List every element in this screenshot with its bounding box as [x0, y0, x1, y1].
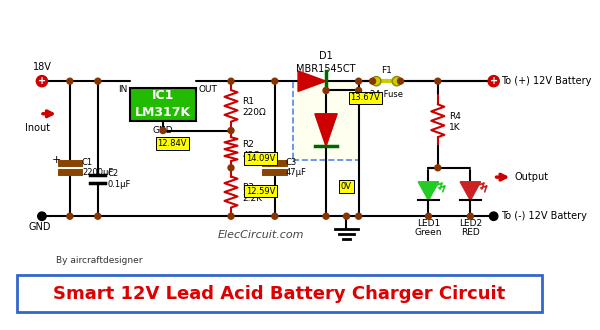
Text: IC1
LM317K: IC1 LM317K: [135, 89, 191, 119]
Circle shape: [38, 212, 46, 220]
Text: R3: R3: [242, 183, 254, 192]
Text: 14.09V: 14.09V: [246, 154, 275, 163]
Circle shape: [323, 213, 329, 219]
Circle shape: [392, 77, 401, 86]
Text: LED1: LED1: [417, 219, 440, 228]
Text: 0V: 0V: [341, 182, 352, 191]
Text: D1
MBR1545CT: D1 MBR1545CT: [296, 51, 356, 74]
Text: +: +: [38, 76, 46, 86]
Circle shape: [160, 128, 166, 134]
Text: 2.2K: 2.2K: [242, 194, 262, 203]
Text: GND: GND: [152, 126, 173, 135]
Circle shape: [356, 213, 362, 219]
Text: RED: RED: [461, 228, 480, 238]
Circle shape: [488, 76, 499, 87]
Circle shape: [425, 213, 431, 219]
Circle shape: [228, 78, 234, 84]
Text: By aircraftdesigner: By aircraftdesigner: [56, 256, 142, 265]
Text: Green: Green: [415, 228, 442, 238]
Circle shape: [467, 213, 473, 219]
Text: OUT: OUT: [199, 85, 217, 94]
Bar: [17, 275, 542, 312]
Circle shape: [344, 213, 349, 219]
Text: R4: R4: [449, 112, 461, 120]
Circle shape: [228, 128, 234, 134]
Text: F1: F1: [381, 66, 392, 76]
Circle shape: [371, 77, 381, 86]
Circle shape: [95, 213, 101, 219]
Circle shape: [228, 165, 234, 171]
Circle shape: [37, 76, 47, 87]
Circle shape: [435, 78, 441, 84]
Text: 43Ω: 43Ω: [242, 151, 260, 160]
Text: 12.84V: 12.84V: [158, 139, 187, 148]
Text: +: +: [52, 155, 62, 165]
Text: GND: GND: [29, 222, 52, 232]
Bar: [130, 88, 196, 121]
Text: To (-) 12V Battery: To (-) 12V Battery: [501, 211, 587, 221]
Polygon shape: [460, 182, 481, 200]
Text: 18V: 18V: [32, 62, 52, 72]
Circle shape: [67, 213, 73, 219]
Text: R2: R2: [242, 140, 254, 149]
Text: 220Ω: 220Ω: [242, 108, 266, 117]
Text: R1: R1: [242, 97, 254, 106]
Text: 13.67V: 13.67V: [350, 93, 380, 102]
Circle shape: [272, 78, 278, 84]
Text: Inout: Inout: [25, 123, 50, 133]
Polygon shape: [298, 71, 326, 91]
Text: LED2: LED2: [459, 219, 482, 228]
Circle shape: [272, 213, 278, 219]
Text: Output: Output: [514, 172, 548, 182]
FancyBboxPatch shape: [293, 81, 359, 160]
Text: IN: IN: [118, 85, 128, 94]
Circle shape: [323, 87, 329, 93]
Text: 2A Fuse: 2A Fuse: [370, 90, 403, 99]
Circle shape: [356, 87, 362, 93]
Text: +: +: [257, 155, 266, 165]
Circle shape: [435, 165, 441, 171]
Text: To (+) 12V Battery: To (+) 12V Battery: [501, 76, 592, 86]
Polygon shape: [315, 114, 337, 147]
Circle shape: [356, 78, 362, 84]
Text: 12.59V: 12.59V: [246, 186, 275, 196]
Text: 1K: 1K: [449, 123, 461, 132]
Text: C2
0.1μF: C2 0.1μF: [107, 169, 130, 189]
Circle shape: [228, 213, 234, 219]
Text: Smart 12V Lead Acid Battery Charger Circuit: Smart 12V Lead Acid Battery Charger Circ…: [53, 284, 506, 303]
Text: C3
47μF: C3 47μF: [286, 158, 307, 178]
Circle shape: [95, 78, 101, 84]
Text: +: +: [490, 76, 498, 86]
Text: C1
2200μF: C1 2200μF: [82, 158, 113, 178]
Circle shape: [67, 78, 73, 84]
Circle shape: [490, 212, 498, 220]
Circle shape: [370, 78, 376, 84]
Polygon shape: [418, 182, 439, 200]
Circle shape: [398, 78, 404, 84]
Text: ElecCircuit.com: ElecCircuit.com: [218, 230, 304, 240]
